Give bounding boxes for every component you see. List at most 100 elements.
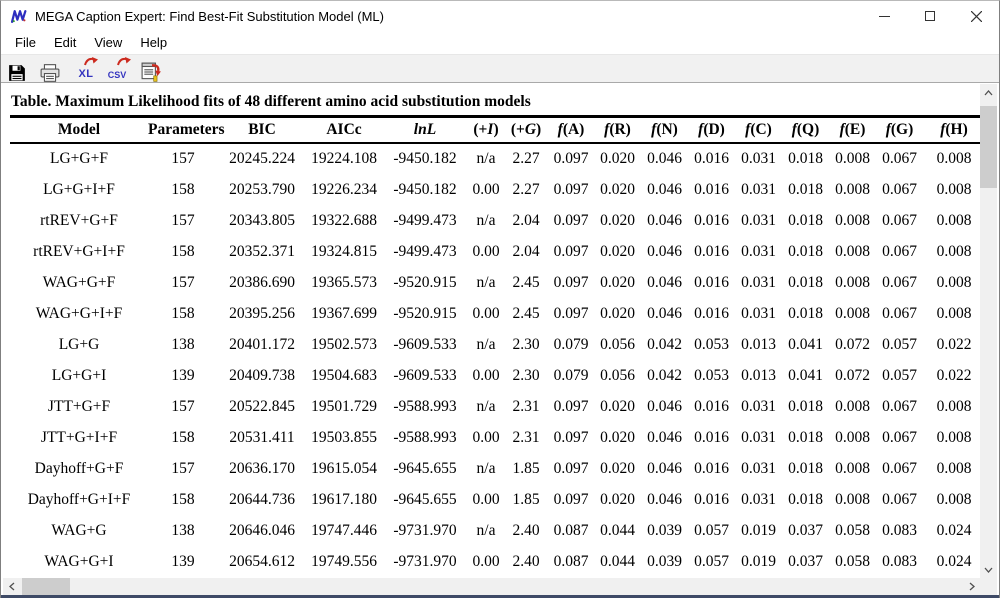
value-cell: 2.31 [512, 428, 540, 446]
value-cell: 0.008 [835, 428, 870, 446]
scroll-right-button[interactable] [963, 578, 980, 595]
value-cell: 0.031 [741, 273, 776, 291]
titlebar: MEGA Caption Expert: Find Best-Fit Subst… [1, 1, 999, 31]
value-cell: 0.020 [600, 304, 635, 322]
value-cell: 1.85 [512, 490, 540, 508]
value-cell: 0.018 [788, 428, 823, 446]
value-cell: 0.00 [472, 242, 500, 260]
value-cell: 20654.612 [229, 552, 295, 570]
export-csv-button[interactable]: CSV [102, 56, 132, 82]
value-cell: 0.053 [694, 366, 729, 384]
scroll-up-button[interactable] [980, 84, 997, 101]
value-cell: 0.022 [936, 335, 972, 353]
menu-edit[interactable]: Edit [53, 35, 77, 50]
value-cell: 0.00 [472, 180, 500, 198]
value-cell: -9499.473 [393, 242, 457, 260]
value-cell: 138 [171, 335, 195, 353]
value-cell: -9609.533 [393, 335, 457, 353]
value-cell: 19502.573 [311, 335, 377, 353]
save-button[interactable] [5, 56, 29, 82]
value-cell: 2.30 [512, 335, 540, 353]
column-header-aicc: AICc [306, 118, 382, 144]
export-csv-label: CSV [107, 70, 127, 80]
value-cell: 0.008 [936, 180, 972, 198]
value-cell: 0.083 [882, 521, 917, 539]
value-cell: 0.020 [600, 397, 635, 415]
model-name-cell: LG+G+F [50, 150, 108, 167]
value-cell: n/a [476, 150, 496, 167]
column-header-fe: f(E) [829, 118, 876, 144]
vertical-scroll-thumb[interactable] [980, 106, 997, 188]
value-cell: 20343.805 [229, 211, 295, 229]
value-cell: 0.042 [647, 335, 682, 353]
horizontal-scroll-thumb[interactable] [22, 578, 70, 595]
value-cell: 0.044 [600, 521, 635, 539]
value-cell: 0.067 [882, 397, 917, 415]
maximize-icon [925, 11, 935, 21]
value-cell: 0.016 [694, 490, 729, 508]
value-cell: 2.04 [512, 242, 540, 260]
maximize-button[interactable] [907, 1, 953, 31]
value-cell: 0.016 [694, 150, 729, 167]
value-cell: 0.018 [788, 397, 823, 415]
table-caption: Table. Maximum Likelihood fits of 48 dif… [10, 93, 985, 118]
value-cell: 157 [171, 211, 195, 229]
menu-help[interactable]: Help [140, 35, 168, 50]
horizontal-scrollbar[interactable] [3, 578, 980, 595]
value-cell: 0.016 [694, 211, 729, 229]
close-button[interactable] [953, 1, 999, 31]
value-cell: -9450.182 [393, 180, 457, 198]
value-cell: -9588.993 [393, 428, 457, 446]
value-cell: 0.057 [694, 552, 729, 570]
value-cell: n/a [476, 397, 496, 415]
value-cell: 0.016 [694, 242, 729, 260]
value-cell: 19365.573 [311, 273, 377, 291]
value-cell: n/a [476, 273, 496, 291]
value-cell: 1.85 [512, 459, 540, 477]
mega-logo-icon [11, 8, 28, 25]
value-cell: 20644.736 [229, 490, 295, 508]
value-cell: 0.018 [788, 304, 823, 322]
value-cell: 0.031 [741, 304, 776, 322]
value-cell: 19615.054 [311, 459, 377, 477]
minimize-button[interactable] [861, 1, 907, 31]
value-cell: 0.008 [936, 490, 972, 508]
vertical-scrollbar[interactable] [980, 84, 997, 578]
value-cell: 2.04 [512, 211, 540, 229]
value-cell: 0.016 [694, 428, 729, 446]
value-cell: n/a [476, 459, 496, 477]
column-header-g: (+G) [504, 118, 548, 144]
menu-view[interactable]: View [94, 35, 123, 50]
value-cell: 0.00 [472, 304, 500, 322]
value-cell: n/a [476, 521, 496, 539]
value-cell: 19617.180 [311, 490, 377, 508]
value-cell: 158 [171, 242, 195, 260]
print-button[interactable] [37, 56, 63, 82]
value-cell: 0.046 [647, 397, 682, 415]
table-row: JTT+G+I+F 158 20531.411 19503.855 -9588.993 0… [10, 422, 985, 453]
value-cell: 0.046 [647, 459, 682, 477]
menu-file[interactable]: File [15, 35, 36, 50]
model-name-cell: LG+G+I+F [43, 180, 115, 198]
scroll-down-button[interactable] [980, 561, 997, 578]
value-cell: 19324.815 [311, 242, 377, 260]
value-cell: 0.046 [647, 242, 682, 260]
value-cell: 0.056 [600, 335, 635, 353]
value-cell: 0.042 [647, 366, 682, 384]
chevron-left-icon [8, 582, 14, 591]
value-cell: -9645.655 [393, 459, 457, 477]
export-excel-button[interactable]: XL [73, 56, 99, 82]
scrollbar-corner [980, 578, 997, 595]
value-cell: 20401.172 [229, 335, 295, 353]
value-cell: 20245.224 [229, 150, 295, 167]
value-cell: 0.022 [936, 366, 972, 384]
value-cell: 19224.108 [311, 150, 377, 167]
value-cell: 0.044 [600, 552, 635, 570]
copy-caption-button[interactable] [138, 56, 164, 82]
value-cell: 0.046 [647, 150, 682, 167]
scroll-left-button[interactable] [3, 578, 20, 595]
value-cell: 0.083 [882, 552, 917, 570]
value-cell: 0.097 [553, 397, 589, 415]
value-cell: 0.087 [553, 521, 589, 539]
